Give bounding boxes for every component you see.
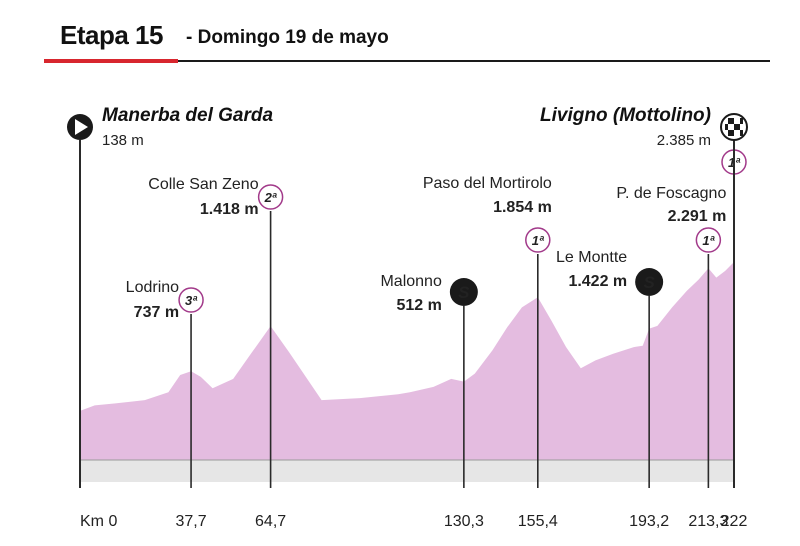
climb-category-label: 1ª [702, 233, 715, 248]
climb-name: Lodrino [126, 279, 179, 296]
start-name: Manerba del Garda [102, 105, 273, 126]
sprint-symbol: S [643, 273, 655, 292]
sprint-altitude: 1.422 m [568, 273, 627, 290]
climb-category-label: 2ª [264, 190, 278, 205]
play-icon [67, 114, 93, 140]
climb-category-label: 1ª [532, 233, 545, 248]
start-altitude: 138 m [102, 132, 144, 149]
climb-altitude: 1.418 m [200, 201, 259, 218]
km-label: 130,3 [444, 513, 484, 530]
sprint-altitude: 512 m [396, 297, 441, 314]
climb-category-badge [178, 287, 204, 313]
km-label: Km 0 [80, 513, 117, 530]
km-label: 37,7 [175, 513, 206, 530]
finish-altitude: 2.385 m [657, 132, 711, 149]
sprint-badge [635, 268, 664, 296]
elevation-profile [80, 262, 734, 460]
header-rule [44, 60, 770, 62]
base-band [80, 460, 734, 482]
climb-name: Colle San Zeno [148, 176, 258, 193]
km-label: 222 [721, 513, 748, 530]
sprint-name: Le Montte [556, 249, 627, 266]
climb-altitude: 737 m [134, 304, 179, 321]
km-label: 213,3 [688, 513, 728, 530]
stage-header: Etapa 15 - Domingo 19 de mayo [44, 18, 770, 64]
header-accent-rule [44, 59, 178, 63]
climb-name: Paso del Mortirolo [423, 175, 552, 192]
climb-altitude: 2.291 m [668, 208, 727, 225]
checkered-flag-icon [720, 113, 748, 141]
climb-category-badge [257, 184, 284, 210]
climb-category-badge [695, 227, 722, 253]
km-label: 155,4 [518, 513, 558, 530]
finish-name: Livigno (Mottolino) [540, 105, 711, 126]
marker-layer: 3ª Lodrino 737 m 2ª Colle San Zeno 1.418 m 1ª P… [126, 149, 747, 488]
stage-title: Etapa 15 [60, 20, 163, 50]
sprint-symbol: S [458, 283, 470, 302]
sprint-badge [449, 278, 478, 306]
climb-category-badge [525, 227, 551, 253]
climb-name: P. de Foscagno [616, 185, 726, 202]
km-label: 64,7 [255, 513, 286, 530]
climb-altitude: 1.854 m [493, 199, 552, 216]
sprint-name: Malonno [380, 273, 441, 290]
km-label: 193,2 [629, 513, 669, 530]
stage-date: - Domingo 19 de mayo [186, 27, 389, 48]
climb-category-label: 3ª [185, 293, 198, 308]
